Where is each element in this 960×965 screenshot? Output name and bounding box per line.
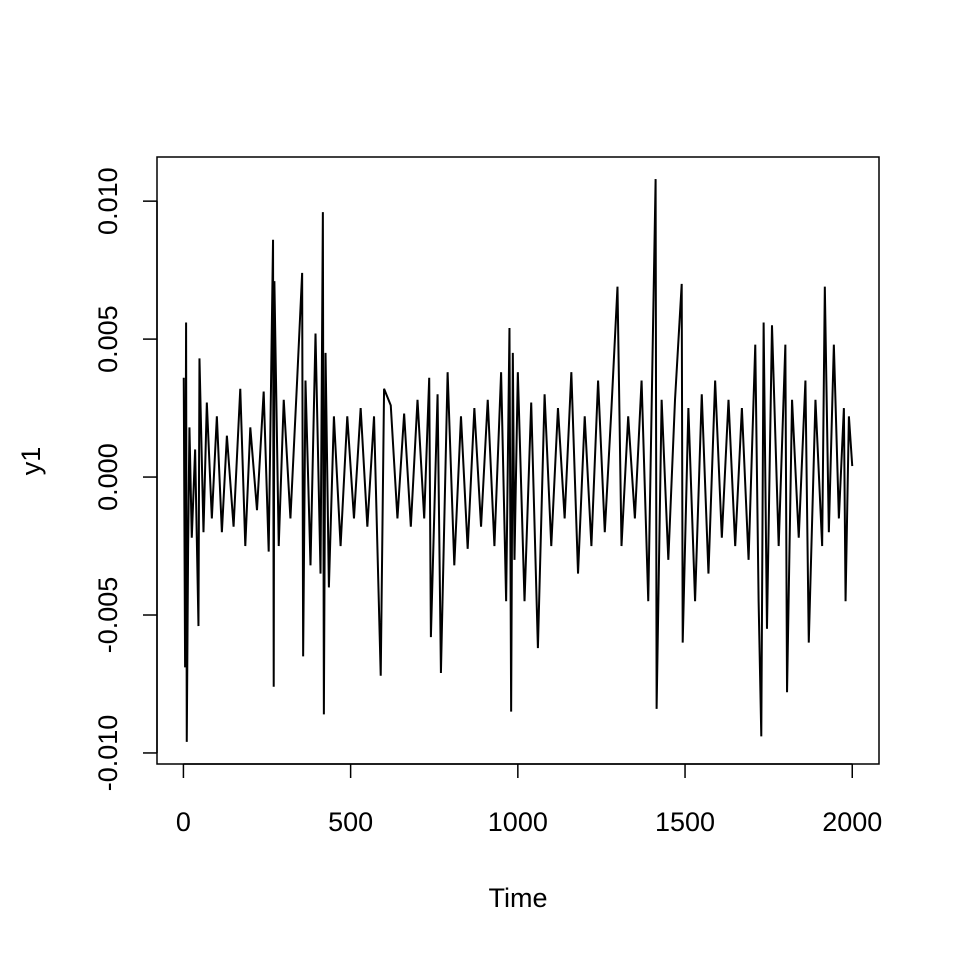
y-tick-label: 0.005 <box>93 305 123 373</box>
x-tick-label: 1000 <box>488 807 548 837</box>
y-tick-label: -0.010 <box>93 715 123 792</box>
x-tick-label: 0 <box>176 807 191 837</box>
y-tick-label: 0.010 <box>93 167 123 235</box>
y-tick-label: 0.000 <box>93 443 123 511</box>
series-line <box>182 179 854 742</box>
y-axis-label: y1 <box>16 447 46 476</box>
x-axis-label: Time <box>489 883 548 913</box>
x-tick-label: 2000 <box>822 807 882 837</box>
x-tick-label: 1500 <box>655 807 715 837</box>
y-tick-label: -0.005 <box>93 577 123 654</box>
x-tick-label: 500 <box>328 807 373 837</box>
